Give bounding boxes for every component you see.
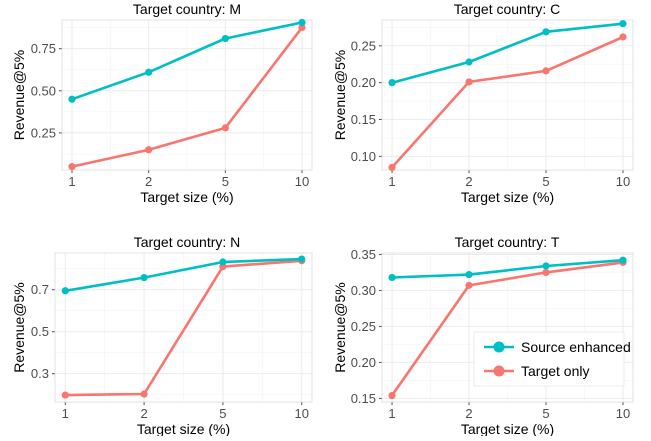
y-tick-label: 0.15 bbox=[351, 112, 376, 127]
x-axis-label: Target size (%) bbox=[140, 189, 233, 205]
chart-panel-2: 0.10 0.15 0.20 0.25 1 2 5 10 Target country: C Ta… bbox=[332, 1, 634, 205]
x-axis-label: Target size (%) bbox=[461, 421, 554, 436]
series-line-target bbox=[70, 26, 304, 168]
plot-border bbox=[54, 252, 313, 403]
y-tick-label: 0.35 bbox=[351, 247, 376, 262]
series-line-target bbox=[64, 259, 304, 397]
data-point-source bbox=[542, 262, 550, 270]
chart-panel-1: 0.25 0.50 0.75 1 2 5 10 Target country: M Target… bbox=[11, 1, 313, 205]
legend-box bbox=[473, 331, 625, 387]
data-point-source bbox=[221, 34, 229, 43]
y-tick-label: 0.20 bbox=[351, 75, 376, 90]
series-line-source bbox=[390, 258, 625, 279]
series-line-target bbox=[390, 35, 625, 169]
x-tick-label: 1 bbox=[388, 174, 395, 189]
legend-swatch-marker bbox=[493, 341, 505, 353]
x-tick-label: 2 bbox=[465, 174, 472, 189]
series-line-source bbox=[390, 22, 625, 84]
data-point-target bbox=[465, 281, 473, 289]
data-point-source bbox=[465, 58, 473, 66]
series-line-target bbox=[390, 261, 625, 397]
y-tick-label: 0.75 bbox=[31, 41, 56, 56]
data-point-source bbox=[298, 255, 306, 263]
data-point-source bbox=[140, 273, 148, 282]
data-point-source bbox=[619, 256, 627, 264]
legend-label: Target only bbox=[521, 363, 589, 379]
y-tick-label: 0.15 bbox=[351, 391, 376, 406]
x-tick-label: 1 bbox=[62, 406, 69, 421]
data-point-source bbox=[388, 79, 396, 87]
panel-title: Target country: N bbox=[134, 234, 241, 250]
legend-swatch-marker bbox=[493, 365, 505, 377]
data-point-target bbox=[619, 33, 627, 41]
data-point-source bbox=[68, 95, 76, 103]
x-tick-label: 10 bbox=[294, 406, 308, 421]
y-tick-label: 0.3 bbox=[31, 366, 49, 381]
y-tick-label: 0.25 bbox=[351, 38, 376, 53]
x-tick-label: 10 bbox=[295, 174, 309, 189]
y-tick-label: 0.50 bbox=[31, 83, 56, 98]
plot-border bbox=[381, 19, 634, 171]
data-point-target bbox=[145, 146, 153, 154]
y-tick-label: 0.7 bbox=[31, 282, 49, 297]
data-point-target bbox=[388, 391, 396, 400]
panel-title: Target country: T bbox=[455, 234, 560, 250]
x-tick-label: 5 bbox=[542, 174, 549, 189]
chart-panel-4: 0.15 0.20 0.25 0.30 0.35 1 2 5 10 Target country:… bbox=[332, 234, 634, 437]
data-point-source bbox=[619, 20, 627, 28]
data-point-source bbox=[219, 258, 227, 266]
data-point-source bbox=[61, 287, 69, 295]
data-point-source bbox=[542, 28, 550, 36]
series-line-source bbox=[64, 257, 304, 293]
data-point-target bbox=[61, 391, 69, 399]
y-axis-label: Revenue@5% bbox=[332, 50, 348, 141]
data-point-target bbox=[221, 124, 229, 132]
data-point-source bbox=[145, 68, 153, 76]
data-point-target bbox=[542, 67, 550, 75]
y-tick-label: 0.30 bbox=[351, 283, 376, 298]
y-axis-label: Revenue@5% bbox=[11, 282, 27, 373]
y-axis-label: Revenue@5% bbox=[11, 50, 27, 141]
x-tick-label: 5 bbox=[542, 406, 549, 421]
data-point-target bbox=[542, 268, 550, 277]
y-axis-label: Revenue@5% bbox=[332, 282, 348, 373]
y-tick-label: 0.10 bbox=[351, 149, 376, 164]
data-point-target bbox=[298, 23, 306, 32]
series-line-source bbox=[70, 21, 304, 101]
data-point-source bbox=[298, 18, 306, 27]
x-tick-label: 2 bbox=[140, 406, 147, 421]
plot-border bbox=[381, 252, 634, 403]
y-tick-label: 0.20 bbox=[351, 355, 376, 370]
legend-label: Source enhanced bbox=[521, 339, 631, 355]
y-tick-label: 0.5 bbox=[31, 324, 49, 339]
data-point-target bbox=[388, 163, 396, 172]
panel-title: Target country: C bbox=[454, 1, 561, 17]
data-point-target bbox=[140, 390, 148, 398]
x-tick-label: 5 bbox=[219, 406, 226, 421]
x-tick-label: 1 bbox=[68, 174, 75, 189]
x-tick-label: 2 bbox=[145, 174, 152, 189]
data-point-target bbox=[465, 78, 473, 86]
x-tick-label: 10 bbox=[616, 174, 630, 189]
data-point-target bbox=[68, 163, 76, 171]
y-tick-label: 0.25 bbox=[351, 319, 376, 334]
plot-border bbox=[61, 19, 313, 171]
x-tick-label: 10 bbox=[616, 406, 630, 421]
chart-panel-3: 0.3 0.5 0.7 1 2 5 10 Target country: N Target si… bbox=[11, 234, 313, 437]
x-axis-label: Target size (%) bbox=[137, 421, 230, 436]
x-tick-label: 5 bbox=[222, 174, 229, 189]
x-tick-label: 2 bbox=[465, 406, 472, 421]
data-point-source bbox=[465, 270, 473, 279]
legend: Source enhanced Target only bbox=[473, 331, 631, 387]
y-tick-label: 0.25 bbox=[31, 125, 56, 140]
panel-title: Target country: M bbox=[133, 1, 241, 17]
x-tick-label: 1 bbox=[388, 406, 395, 421]
data-point-source bbox=[388, 273, 396, 282]
x-axis-label: Target size (%) bbox=[461, 189, 554, 205]
